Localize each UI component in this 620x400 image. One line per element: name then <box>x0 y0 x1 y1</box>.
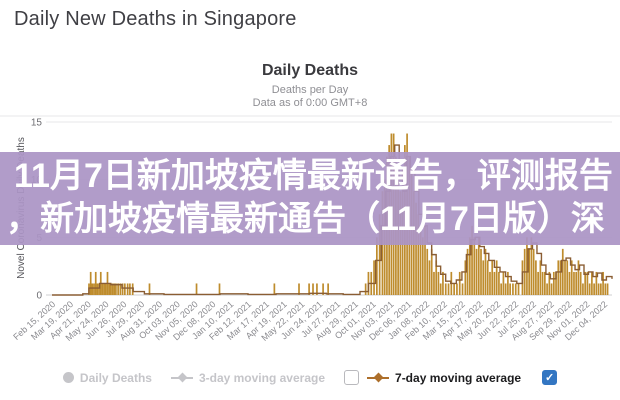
page-title: Daily New Deaths in Singapore <box>14 8 297 30</box>
7day-average-checkbox-unchecked[interactable] <box>344 370 360 385</box>
watermark-text-line2: ，新加坡疫情最新通告（11月7日版）深 <box>6 200 605 238</box>
svg-text:0: 0 <box>36 291 42 302</box>
legend-item-3day-average[interactable]: 3-day moving average <box>170 370 326 385</box>
legend-label-7day-average: 7-day moving average <box>395 370 522 385</box>
7day-average-marker-icon <box>367 372 390 383</box>
daily-deaths-circle-icon <box>62 372 74 383</box>
watermark-overlay: 11月7日新加坡疫情最新通告，评测报告 ，新加坡疫情最新通告（11月7日版）深 <box>0 152 620 245</box>
chart-subtitle: Deaths per Day <box>271 84 349 96</box>
chart-legend: Daily Deaths 3-day moving average 7-day … <box>0 370 620 385</box>
watermark-text-line1: 11月7日新加坡疫情最新通告，评测报告 <box>14 157 613 195</box>
legend-label-daily-deaths: Daily Deaths <box>79 370 152 385</box>
svg-text:15: 15 <box>31 118 43 129</box>
legend-item-daily-deaths[interactable]: Daily Deaths <box>62 370 152 385</box>
7day-average-checkbox-checked[interactable]: ✓ <box>542 370 558 385</box>
legend-label-3day-average: 3-day moving average <box>198 370 326 385</box>
legend-item-7day-average[interactable]: 7-day moving average <box>344 370 521 385</box>
3day-average-marker-icon <box>170 372 193 383</box>
chart-data-as-of: Data as of 0:00 GMT+8 <box>252 97 368 109</box>
chart-title: Daily Deaths <box>261 62 359 79</box>
